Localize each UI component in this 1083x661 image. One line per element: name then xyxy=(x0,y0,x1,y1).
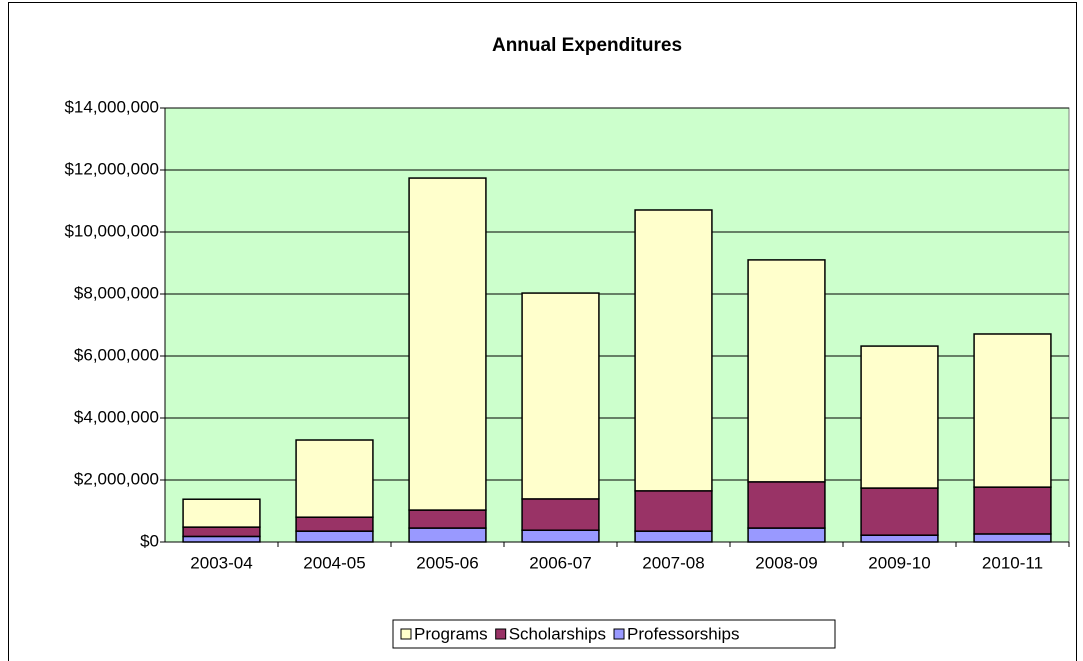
y-tick-label: $2,000,000 xyxy=(74,469,159,488)
bar-segment xyxy=(747,527,826,543)
y-tick-label: $0 xyxy=(140,531,159,550)
bar-segment xyxy=(521,529,600,543)
y-tick-label: $6,000,000 xyxy=(74,345,159,364)
bar-segment xyxy=(973,533,1052,543)
bar-segment xyxy=(295,516,374,532)
y-tick-label: $14,000,000 xyxy=(64,97,159,116)
bar-segment xyxy=(634,530,713,543)
y-tick-label: $10,000,000 xyxy=(64,221,159,240)
x-tick-label: 2004-05 xyxy=(303,553,365,572)
x-tick-label: 2010-11 xyxy=(982,553,1043,572)
legend-label: Programs xyxy=(414,624,488,643)
bar-segment xyxy=(973,333,1052,488)
bar-segment xyxy=(182,535,261,543)
chart-title: Annual Expenditures xyxy=(492,35,682,56)
y-tick-label: $4,000,000 xyxy=(74,407,159,426)
x-tick-label: 2003-04 xyxy=(190,553,252,572)
legend-swatch xyxy=(495,628,507,640)
x-tick-label: 2007-08 xyxy=(642,553,704,572)
bar-segment xyxy=(295,530,374,543)
bar-segment xyxy=(408,527,487,543)
bar-segment xyxy=(408,177,487,511)
bar-segment xyxy=(521,292,600,500)
bar-segment xyxy=(634,209,713,492)
bar-segment xyxy=(860,345,939,489)
bar-segment xyxy=(747,259,826,483)
bar-segment xyxy=(182,526,261,538)
y-tick-label: $8,000,000 xyxy=(74,283,159,302)
bar-segment xyxy=(634,490,713,532)
legend-swatch xyxy=(400,628,412,640)
bar-segment xyxy=(408,509,487,529)
x-tick-label: 2005-06 xyxy=(416,553,478,572)
x-tick-label: 2008-09 xyxy=(755,553,817,572)
legend-label: Scholarships xyxy=(509,624,606,643)
bar-segment xyxy=(973,486,1052,535)
bar-segment xyxy=(860,534,939,543)
x-tick-label: 2009-10 xyxy=(868,553,930,572)
x-tick-label: 2006-07 xyxy=(529,553,591,572)
bar-segment xyxy=(747,481,826,529)
bar-segment xyxy=(521,498,600,531)
bar-segment xyxy=(295,439,374,518)
legend-swatch xyxy=(613,628,625,640)
bar-segment xyxy=(182,498,261,528)
y-tick-label: $12,000,000 xyxy=(64,159,159,178)
bar-segment xyxy=(860,487,939,536)
legend-label: Professorships xyxy=(627,624,739,643)
